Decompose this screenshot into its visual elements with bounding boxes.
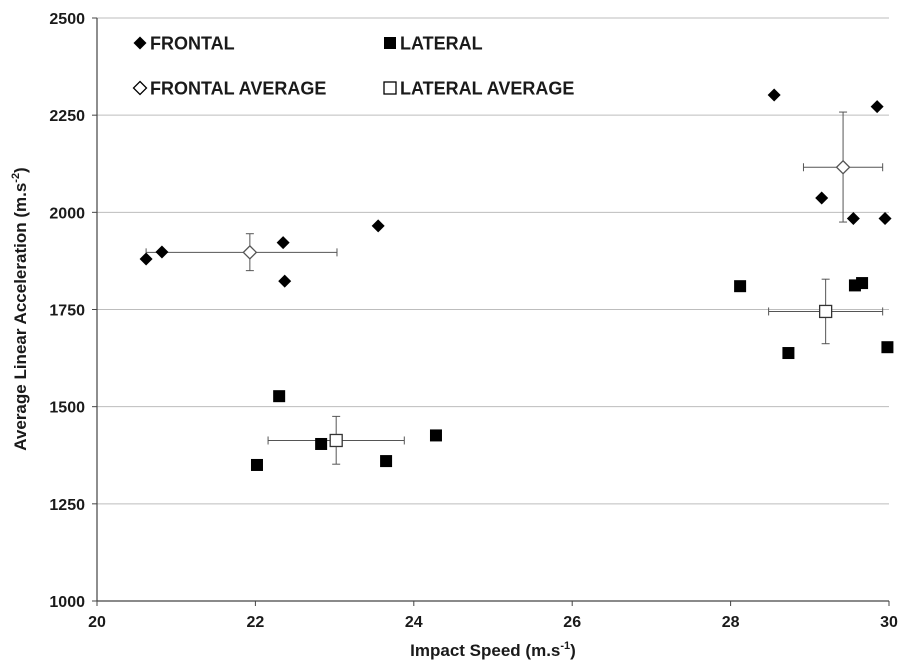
y-tick-label: 2000 xyxy=(49,205,85,222)
frontal-point xyxy=(155,245,169,259)
x-axis-title: Impact Speed (m.s-1) xyxy=(410,640,576,660)
legend-label: FRONTAL AVERAGE xyxy=(150,79,326,99)
lateral-average-point xyxy=(329,433,343,448)
legend-marker-lateral xyxy=(384,37,396,49)
data-markers xyxy=(139,88,894,471)
frontal-point xyxy=(276,236,290,250)
legend-item-lateral-average: LATERAL AVERAGE xyxy=(383,79,574,99)
legend-marker-frontal-average xyxy=(132,80,148,96)
legend-item-frontal-average: FRONTAL AVERAGE xyxy=(132,79,326,99)
lateral-point xyxy=(429,429,442,442)
lateral-average-point xyxy=(818,304,833,319)
error-bars xyxy=(145,111,884,465)
legend-label: LATERAL AVERAGE xyxy=(400,79,574,99)
axis-layer xyxy=(92,17,890,606)
legend-item-lateral: LATERAL xyxy=(384,34,483,54)
lateral-point xyxy=(881,341,894,354)
lateral-point xyxy=(273,390,286,403)
legend-marker-lateral-average xyxy=(383,81,397,95)
y-tick-label: 2500 xyxy=(49,11,85,28)
x-tick-label: 22 xyxy=(247,614,265,631)
lateral-point xyxy=(380,455,393,468)
frontal-point xyxy=(815,191,829,205)
lateral-point xyxy=(734,280,747,293)
frontal-point xyxy=(878,212,892,226)
lateral-point xyxy=(856,277,869,290)
frontal-point xyxy=(139,252,153,266)
legend-label: LATERAL xyxy=(400,34,483,54)
y-tick-label: 1000 xyxy=(49,594,85,611)
tick-labels: 1000 1250 1500 1750 2000 2250 2500 20 22 24 26 28 30 xyxy=(49,11,898,631)
x-tick-label: 24 xyxy=(405,614,423,631)
frontal-point xyxy=(278,274,292,288)
lateral-point xyxy=(315,437,328,450)
legend-item-frontal: FRONTAL xyxy=(133,34,235,54)
frontal-average-point xyxy=(835,159,851,175)
grid-layer xyxy=(97,17,889,505)
lateral-point xyxy=(782,347,795,360)
x-tick-label: 30 xyxy=(880,614,898,631)
frontal-point xyxy=(870,100,884,114)
x-tick-label: 26 xyxy=(563,614,581,631)
lateral-point xyxy=(250,458,263,471)
frontal-point xyxy=(371,219,385,233)
x-tick-label: 20 xyxy=(88,614,106,631)
y-tick-label: 1250 xyxy=(49,497,85,514)
legend-marker-frontal xyxy=(133,36,147,50)
frontal-average-point xyxy=(242,244,258,260)
frontal-point xyxy=(767,88,781,102)
legend-label: FRONTAL xyxy=(150,34,235,54)
y-axis-title: Average Linear Acceleration (m.s-2) xyxy=(10,167,30,450)
frontal-point xyxy=(846,212,860,226)
y-tick-label: 1750 xyxy=(49,303,85,320)
y-tick-label: 2250 xyxy=(49,108,85,125)
y-tick-label: 1500 xyxy=(49,400,85,417)
legend: FRONTAL LATERAL FRONTAL AVERAGE LATERAL AVE… xyxy=(132,34,574,99)
x-tick-label: 28 xyxy=(722,614,740,631)
